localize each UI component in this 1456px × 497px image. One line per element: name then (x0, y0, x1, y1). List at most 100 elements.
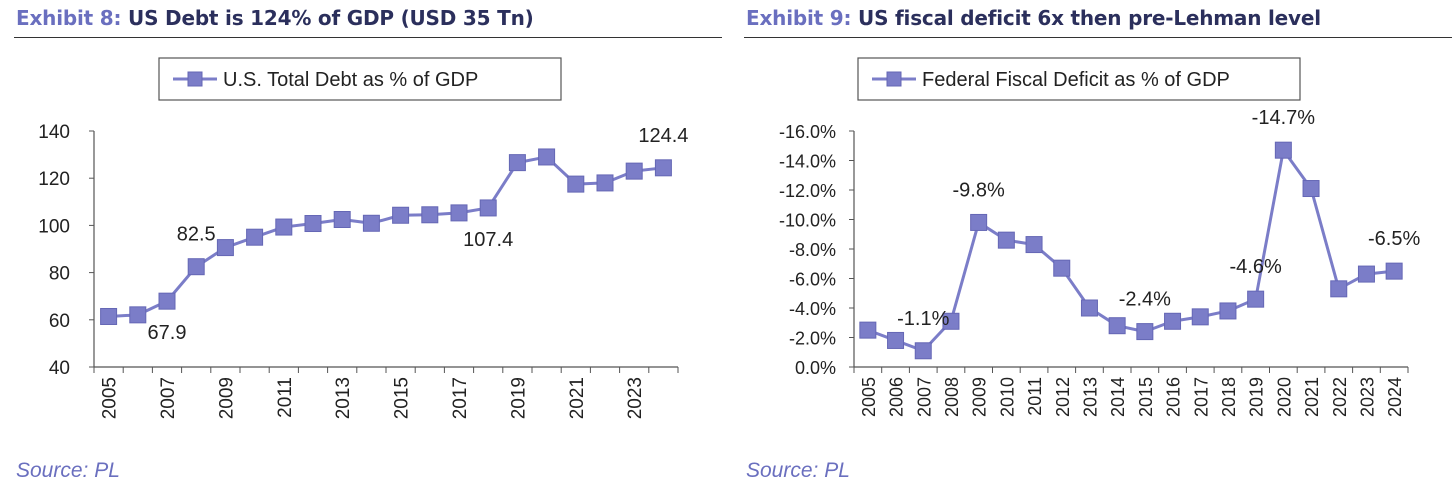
exhibit-heading: US fiscal deficit 6x then pre-Lehman lev… (858, 6, 1321, 30)
x-tick-label: 2024 (1385, 377, 1405, 417)
y-tick-label: -6.0% (789, 270, 836, 290)
y-tick-label: 120 (38, 169, 70, 190)
data-point (567, 175, 585, 193)
data-point (654, 159, 672, 177)
x-tick-label: 2019 (508, 377, 529, 419)
y-tick-label: -8.0% (789, 240, 836, 260)
exhibit-9-panel: Exhibit 9: US fiscal deficit 6x then pre… (744, 0, 1452, 497)
data-point (421, 206, 439, 224)
data-point (942, 312, 960, 330)
data-point (538, 148, 556, 166)
data-point (450, 204, 468, 222)
legend-label: Federal Fiscal Deficit as % of GDP (922, 69, 1230, 91)
y-tick-label: -16.0% (779, 122, 836, 142)
y-tick-label: 0.0% (795, 358, 836, 378)
legend-marker (886, 71, 902, 87)
data-point (362, 214, 380, 232)
data-label: -14.7% (1252, 107, 1316, 129)
data-point (158, 292, 176, 310)
x-tick-label: 2015 (1136, 377, 1156, 417)
data-point (392, 206, 410, 224)
data-point (1302, 180, 1320, 198)
x-tick-label: 2013 (333, 377, 354, 419)
data-label: -1.1% (897, 308, 949, 330)
x-tick-label: 2010 (997, 377, 1017, 417)
x-tick-label: 2007 (158, 377, 179, 419)
data-point (1274, 141, 1292, 159)
x-tick-label: 2021 (567, 377, 588, 419)
y-tick-label: 100 (38, 216, 70, 237)
y-tick-label: 60 (49, 311, 70, 332)
data-label: -2.4% (1119, 289, 1171, 311)
data-point (1025, 236, 1043, 254)
exhibit-title: Exhibit 9: US fiscal deficit 6x then pre… (746, 6, 1321, 30)
data-point (1053, 259, 1071, 277)
data-label: -9.8% (953, 179, 1005, 201)
data-point (479, 199, 497, 217)
data-point (1357, 265, 1375, 283)
y-tick-label: -14.0% (779, 152, 836, 172)
exhibit-number: Exhibit 8: (16, 6, 122, 30)
data-point (1219, 302, 1237, 320)
data-point (859, 321, 877, 339)
legend-box (158, 57, 562, 101)
exhibit-number: Exhibit 9: (746, 6, 852, 30)
legend-marker (187, 71, 203, 87)
data-label: 67.9 (148, 322, 187, 344)
data-point (100, 307, 118, 325)
data-point (333, 211, 351, 228)
title-divider (14, 37, 722, 38)
x-tick-label: 2017 (1191, 377, 1211, 417)
data-point (508, 154, 526, 172)
x-tick-label: 2020 (1274, 377, 1294, 417)
data-label: 82.5 (177, 224, 216, 246)
data-point (1080, 299, 1098, 317)
x-tick-label: 2009 (216, 377, 237, 419)
data-label: 107.4 (463, 229, 513, 251)
y-tick-label: -2.0% (789, 329, 836, 349)
x-tick-label: 2013 (1080, 377, 1100, 417)
x-tick-label: 2019 (1247, 377, 1267, 417)
x-tick-label: 2005 (100, 377, 121, 419)
data-point (1164, 312, 1182, 330)
y-tick-label: 140 (38, 122, 70, 143)
x-tick-label: 2007 (914, 377, 934, 417)
x-tick-label: 2021 (1302, 377, 1322, 417)
deficit-line-chart: Federal Fiscal Deficit as % of GDP 0.0% -2… (779, 57, 1420, 417)
data-point (997, 231, 1015, 249)
y-tick-label: -10.0% (779, 211, 836, 231)
x-tick-label: 2009 (970, 377, 990, 417)
source-note: Source: PL (16, 459, 120, 482)
title-divider (744, 37, 1452, 38)
data-point (596, 174, 614, 192)
x-tick-label: 2015 (392, 377, 413, 419)
source-note: Source: PL (746, 459, 850, 482)
data-point (1191, 308, 1209, 326)
x-tick-label: 2017 (450, 377, 471, 419)
y-tick-label: 80 (49, 264, 70, 285)
data-point (275, 218, 293, 236)
x-tick-label: 2012 (1053, 377, 1073, 417)
data-point (970, 213, 988, 231)
data-point (129, 306, 147, 324)
x-tick-label: 2011 (275, 377, 296, 418)
x-tick-label: 2018 (1219, 377, 1239, 417)
x-tick-label: 2005 (859, 377, 879, 417)
data-label: -6.5% (1368, 228, 1420, 250)
data-point (1385, 262, 1403, 280)
data-point (1330, 280, 1348, 298)
y-tick-label: -4.0% (789, 299, 836, 319)
exhibit-8-panel: Exhibit 8: US Debt is 124% of GDP (USD 3… (14, 0, 722, 497)
exhibit-title: Exhibit 8: US Debt is 124% of GDP (USD 3… (16, 6, 534, 30)
data-point (304, 215, 322, 233)
data-point (246, 228, 264, 246)
data-label: 124.4 (638, 125, 688, 147)
data-point (914, 342, 932, 360)
x-tick-label: 2023 (625, 377, 646, 419)
data-point (1136, 323, 1154, 341)
x-tick-label: 2016 (1164, 377, 1184, 417)
data-label: -4.6% (1230, 256, 1282, 278)
x-tick-label: 2008 (942, 377, 962, 417)
y-tick-label: 40 (49, 358, 70, 379)
x-tick-label: 2014 (1108, 377, 1128, 417)
